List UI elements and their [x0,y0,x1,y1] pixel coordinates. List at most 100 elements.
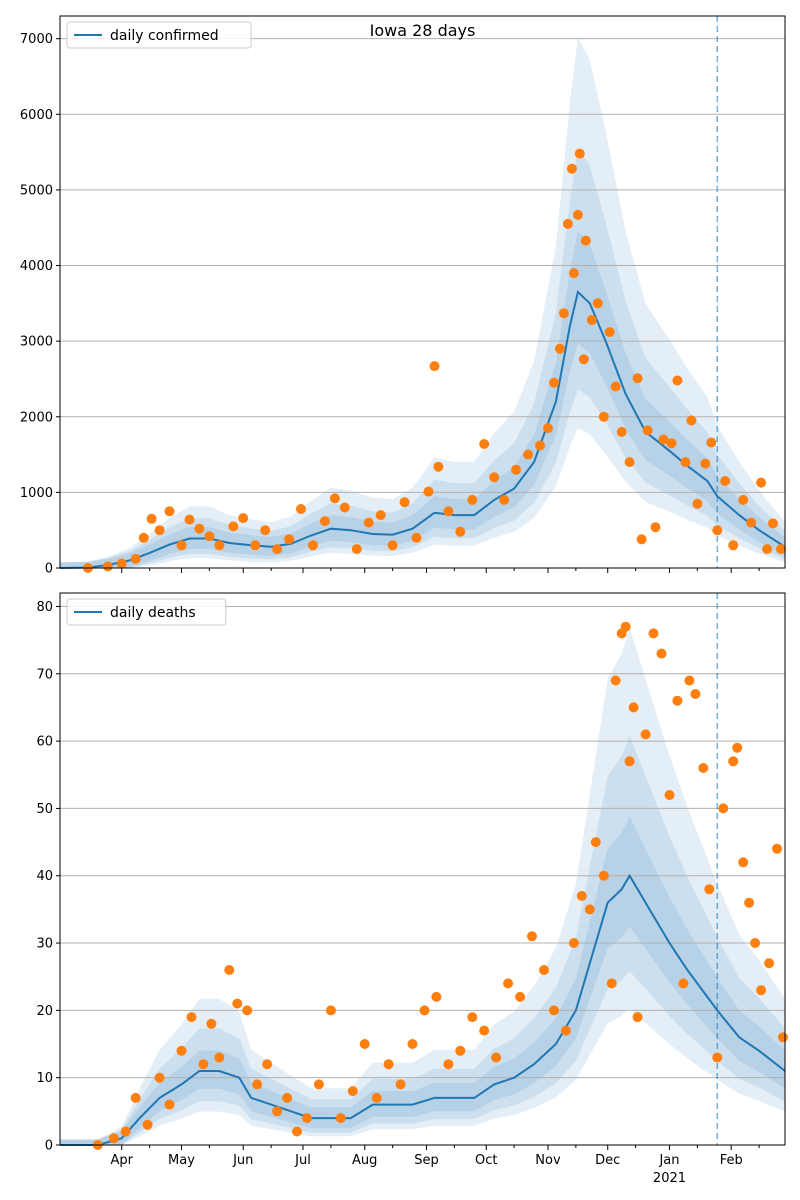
data-point [574,148,585,159]
data-point [455,526,466,537]
data-point [778,1032,788,1043]
x-tick-label: Dec [595,1153,620,1168]
data-point [700,458,711,469]
data-point [433,461,444,472]
uncertainty-band-2 [60,148,785,568]
data-point [272,544,283,555]
data-point [732,742,743,753]
data-point [728,540,739,551]
data-point [491,1052,502,1063]
data-point [527,931,537,942]
data-point [539,965,549,975]
data-point [116,558,127,569]
data-point [628,702,639,713]
data-point [562,218,573,229]
data-point [296,504,306,514]
data-point [120,1126,131,1137]
uncertainty-band-1 [60,38,785,569]
data-point [130,553,141,564]
data-point [666,438,677,449]
data-point [431,991,442,1002]
data-point [772,843,782,854]
data-point [503,978,514,989]
confirmed-panel: 0 1000 2000 3000 4000 5000 6000 7000 daily confi… [20,15,786,577]
data-point [347,1086,358,1097]
data-point [678,978,689,989]
data-point [632,373,643,384]
y-tick-label: 40 [36,869,53,884]
data-point [130,1092,141,1103]
data-point [443,1059,454,1070]
data-point [411,532,422,543]
x-tick-label: Feb [720,1153,743,1168]
data-point [262,1059,273,1070]
data-point [242,1005,253,1016]
data-point [429,361,440,372]
data-point [558,308,569,319]
x-tick-label: Apr [110,1153,133,1168]
data-point [419,1005,430,1016]
data-point [604,327,615,338]
y-tick-label: 3000 [20,335,53,350]
data-point [489,472,500,483]
data-point [363,517,374,528]
data-point [164,1099,175,1110]
y-tick-label: 6000 [20,108,53,123]
data-point [684,675,695,686]
x-tick-label: May [168,1153,195,1168]
x-tick-label: Sep [414,1153,439,1168]
y-tick-label: 0 [45,562,53,577]
data-point [598,870,609,881]
chart-title: Iowa 28 days [370,21,476,40]
data-point [756,477,767,488]
y-tick-label: 20 [36,1004,53,1019]
data-point [176,1045,187,1056]
data-point [672,375,683,386]
data-point [164,506,175,517]
data-point [455,1045,466,1056]
x-tick-label: Oct [475,1153,497,1168]
y-tick-label: 1000 [20,486,53,501]
data-point [335,1113,346,1124]
data-point [632,1012,643,1023]
data-point [138,532,149,543]
data-point [650,522,661,533]
data-point [744,897,755,908]
y-tick-label: 7000 [20,32,53,47]
data-point [712,525,723,536]
x-tick-label: Aug [352,1153,377,1168]
data-point [776,544,786,555]
data-point [692,498,703,509]
data-point [746,517,757,528]
data-point [572,209,583,220]
data-point [228,521,239,532]
y-tick-label: 50 [36,802,53,817]
uncertainty-band-3 [60,816,785,1145]
data-point [620,621,631,632]
axes-frame [59,592,786,1146]
data-point [499,494,510,505]
data-point [728,756,739,767]
data-point [566,163,577,174]
legend-label: daily deaths [110,605,196,621]
data-point [198,1059,209,1070]
y-tick-label: 10 [36,1071,53,1086]
data-point [238,513,249,524]
data-point [738,494,749,505]
data-point [443,506,454,517]
data-point [252,1079,263,1090]
data-point [224,965,235,975]
data-point [640,729,651,740]
data-point [750,938,761,948]
data-point [359,1039,370,1049]
data-point [515,991,526,1002]
data-point [706,437,717,448]
uncertainty-band-3 [60,231,785,569]
x-tick-label: Jun [232,1153,253,1168]
axes-frame [59,15,786,569]
series-line [60,873,786,1146]
data-point [590,837,601,848]
data-point [658,434,669,445]
data-point [214,1052,225,1063]
